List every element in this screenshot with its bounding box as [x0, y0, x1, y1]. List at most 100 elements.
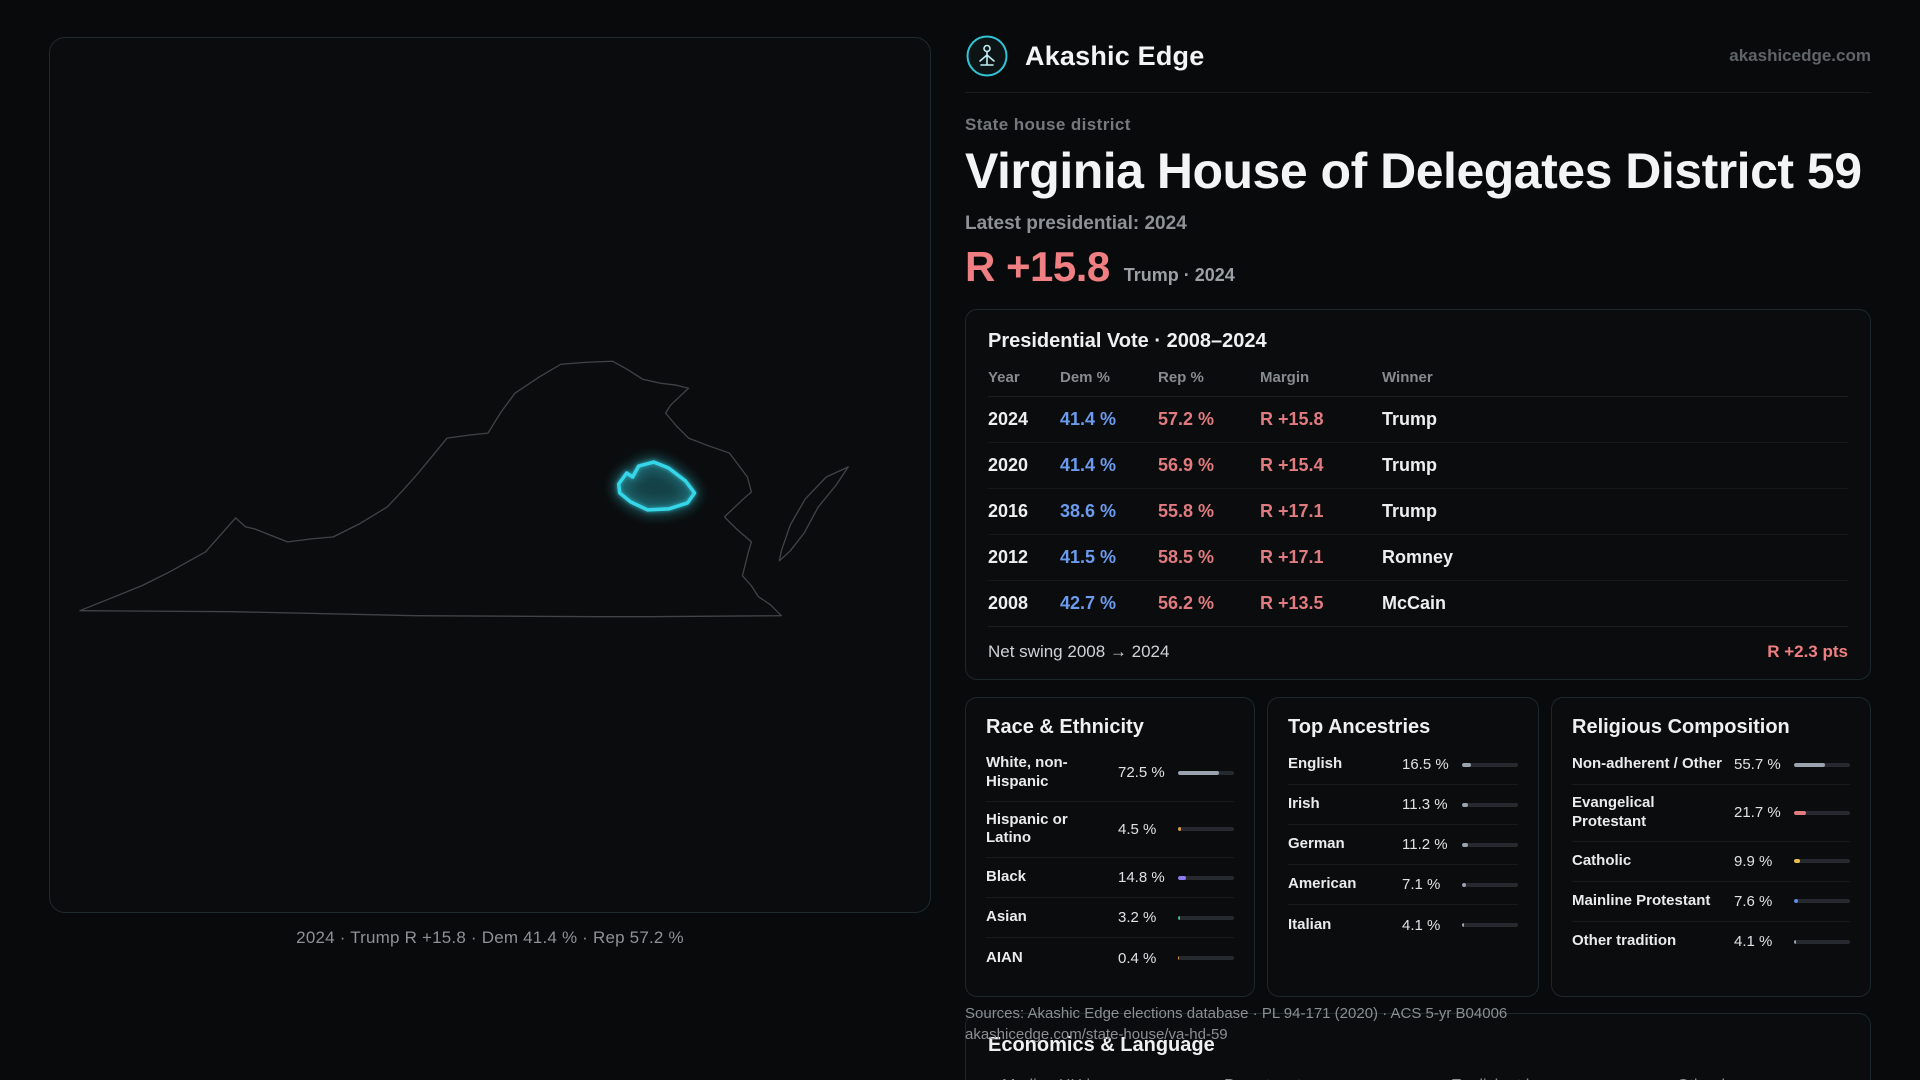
sources-line: Sources: Akashic Edge elections database… — [965, 1005, 1508, 1022]
ancestry-bar — [1462, 923, 1518, 927]
ancestry-label: Italian — [1288, 915, 1332, 933]
religion-label: Other tradition — [1572, 932, 1677, 950]
religion-value: 55.7 % — [1734, 756, 1781, 773]
margin-value: R +15.8 — [965, 243, 1110, 290]
winner-cell: McCain — [1382, 593, 1447, 613]
margin-cell: R +17.1 — [1260, 547, 1324, 567]
ancestry-label: German — [1288, 835, 1345, 853]
demographics-row: Race & Ethnicity White, non-Hispanic 72.… — [965, 697, 1871, 997]
race-bar — [1178, 915, 1234, 920]
religion-value: 21.7 % — [1734, 804, 1781, 822]
year-cell: 2016 — [988, 501, 1029, 521]
ancestry-value: 7.1 % — [1402, 876, 1441, 893]
race-value: 72.5 % — [1118, 764, 1165, 782]
margin-context: Trump · 2024 — [1123, 265, 1235, 285]
brand-header: Akashic Edge akashicedge.com — [965, 0, 1871, 93]
ancestry-label: English — [1288, 755, 1343, 773]
column-header: Dem % — [1060, 369, 1111, 386]
margin-cell: R +15.8 — [1260, 409, 1324, 429]
dem-pct-cell: 41.4 % — [1060, 455, 1117, 475]
permalink: akashicedge.com/state-house/va-hd-59 — [965, 1026, 1228, 1043]
ancestry-bar — [1462, 842, 1518, 847]
religion-row: Non-adherent / Other 55.7 % — [1572, 745, 1850, 785]
eastern-shore-outline — [778, 466, 849, 562]
table-body: 2024 41.4 % 57.2 % R +15.8 Trump 2020 41… — [988, 397, 1848, 626]
winner-cell: Romney — [1382, 547, 1454, 567]
table-footer: Net swing 2008 → 2024 R +2.3 pts — [988, 626, 1848, 679]
race-row: Black 14.8 % — [986, 858, 1234, 898]
race-row: Hispanic or Latino 4.5 % — [986, 802, 1234, 858]
district-shape — [616, 460, 697, 512]
religion-value: 9.9 % — [1734, 852, 1773, 870]
stat-label: Other language — [1677, 1077, 1848, 1080]
ancestry-value: 4.1 % — [1402, 916, 1441, 934]
race-card-title: Race & Ethnicity — [986, 716, 1144, 738]
column-header: Winner — [1382, 369, 1433, 386]
winner-cell: Trump — [1382, 501, 1438, 521]
stat-item: English at home 91.4 % — [1451, 1077, 1677, 1080]
stat-label: Poverty rate — [1224, 1077, 1451, 1080]
religion-bar — [1794, 810, 1850, 815]
virginia-state-outline — [79, 360, 782, 618]
ancestry-row: Irish 11.3 % — [1288, 785, 1518, 825]
religion-row: Catholic 9.9 % — [1572, 842, 1850, 882]
rep-pct-cell: 57.2 % — [1158, 409, 1215, 429]
ancestry-bar — [1462, 802, 1518, 807]
year-cell: 2020 — [988, 455, 1029, 475]
ancestry-label: American — [1288, 875, 1357, 893]
religion-bar — [1794, 939, 1850, 944]
religion-value: 7.6 % — [1734, 892, 1773, 910]
headline-margin: R +15.8 Trump · 2024 — [965, 243, 1920, 291]
ancestries-card: Top Ancestries English 16.5 % Irish 11.3… — [1267, 697, 1539, 997]
religion-label: Mainline Protestant — [1572, 891, 1711, 909]
presidential-vote-card: Presidential Vote · 2008–2024 Year Dem % R… — [965, 309, 1871, 680]
ancestry-row: Italian 4.1 % — [1288, 905, 1518, 945]
race-label: White, non-Hispanic — [986, 754, 1068, 790]
ancestry-value: 16.5 % — [1402, 756, 1449, 773]
race-value: 3.2 % — [1118, 909, 1157, 926]
stat-item: Median HH income $93,125 — [1002, 1077, 1224, 1080]
ancestries-card-title: Top Ancestries — [1288, 716, 1431, 738]
virginia-map — [79, 360, 849, 618]
margin-cell: R +17.1 — [1260, 501, 1324, 521]
religion-value: 4.1 % — [1734, 933, 1773, 950]
ancestry-value: 11.2 % — [1402, 836, 1448, 853]
margin-cell: R +13.5 — [1260, 593, 1324, 613]
winner-cell: Trump — [1382, 455, 1438, 475]
race-bar — [1178, 827, 1234, 832]
religion-label: Evangelical Protestant — [1572, 794, 1655, 830]
ancestry-value: 11.3 % — [1402, 796, 1448, 813]
latest-presidential-label: Latest presidential: 2024 — [965, 213, 1187, 234]
religion-card: Religious Composition Non-adherent / Oth… — [1551, 697, 1871, 997]
religion-bar — [1794, 859, 1850, 863]
ancestry-row: German 11.2 % — [1288, 825, 1518, 865]
rep-pct-cell: 56.9 % — [1158, 455, 1215, 475]
winner-cell: Trump — [1382, 409, 1438, 429]
brand-logo-icon — [965, 34, 1009, 78]
ancestry-row: English 16.5 % — [1288, 745, 1518, 785]
dem-pct-cell: 41.4 % — [1060, 409, 1117, 429]
race-row: White, non-Hispanic 72.5 % — [986, 745, 1234, 802]
race-row: AIAN 0.4 % — [986, 938, 1234, 978]
race-label: Black — [986, 868, 1027, 886]
religion-row: Other tradition 4.1 % — [1572, 922, 1850, 962]
race-bar — [1178, 875, 1234, 880]
district-map-panel — [49, 37, 931, 913]
margin-cell: R +15.4 — [1260, 455, 1324, 475]
economics-card: Economics & Language Median HH income $9… — [965, 1013, 1871, 1080]
economics-stats: Median HH income $93,125 Poverty rate 8.… — [988, 1077, 1848, 1080]
race-label: AIAN — [986, 948, 1023, 966]
year-cell: 2024 — [988, 409, 1029, 429]
stat-label: English at home — [1451, 1077, 1677, 1080]
race-label: Asian — [986, 908, 1027, 926]
stat-item: Poverty rate 8.4 % — [1224, 1077, 1451, 1080]
net-swing-value: R +2.3 pts — [1767, 642, 1848, 661]
religion-row: Evangelical Protestant 21.7 % — [1572, 785, 1850, 842]
table-row: 2016 38.6 % 55.8 % R +17.1 Trump — [988, 489, 1848, 535]
brand-name: Akashic Edge — [1025, 40, 1205, 71]
table-row: 2020 41.4 % 56.9 % R +15.4 Trump — [988, 443, 1848, 489]
map-caption: 2024 · Trump R +15.8 · Dem 41.4 % · Rep … — [296, 928, 684, 947]
net-swing-label: Net swing 2008 → 2024 — [988, 642, 1170, 661]
presidential-card-title: Presidential Vote · 2008–2024 — [988, 330, 1267, 352]
